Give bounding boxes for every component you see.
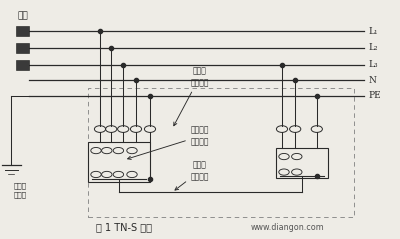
Bar (88, 142, 150, 182)
Bar (16, 60, 29, 70)
Text: www.diangon.com: www.diangon.com (251, 223, 325, 232)
Bar (88, 88, 354, 217)
Text: 用户的
电气装置: 用户的 电气装置 (174, 66, 209, 126)
Bar (16, 43, 29, 53)
Text: 外露可
接近导体: 外露可 接近导体 (175, 160, 209, 190)
Text: PE: PE (369, 91, 382, 100)
Text: 图 1 TN-S 系统: 图 1 TN-S 系统 (96, 222, 152, 232)
Text: L₂: L₂ (369, 43, 378, 52)
Text: 电气装置
中的设备: 电气装置 中的设备 (128, 126, 209, 159)
Text: 电源端
接地点: 电源端 接地点 (13, 183, 26, 198)
Text: N: N (369, 76, 377, 85)
Bar (16, 26, 29, 36)
Text: 电源: 电源 (17, 11, 28, 20)
Text: L₁: L₁ (369, 27, 378, 36)
Text: L₃: L₃ (369, 60, 378, 69)
Bar (276, 148, 328, 178)
